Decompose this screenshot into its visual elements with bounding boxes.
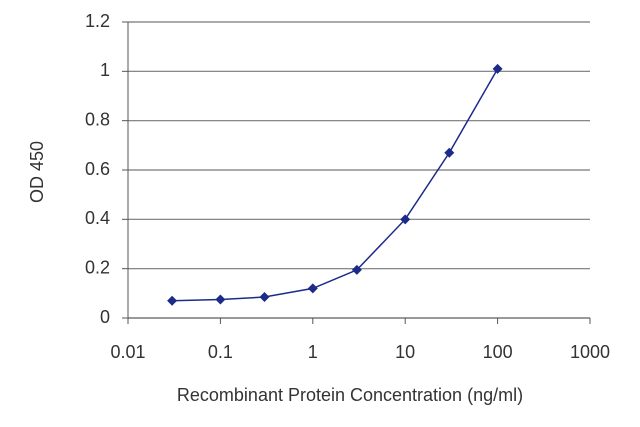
marker: [444, 147, 455, 158]
y-tick-label: 0.4: [85, 208, 110, 228]
y-tick-label: 1: [100, 60, 110, 80]
y-axis-label: OD 450: [27, 141, 47, 203]
marker: [351, 264, 362, 275]
marker: [400, 214, 411, 225]
x-tick-label: 0.1: [208, 342, 233, 362]
marker: [492, 63, 503, 74]
marker: [307, 283, 318, 294]
x-axis-label: Recombinant Protein Concentration (ng/ml…: [177, 385, 523, 405]
series-line: [172, 68, 499, 302]
marker: [215, 294, 226, 305]
y-tick-label: 0.2: [85, 257, 110, 277]
y-tick-label: 0.8: [85, 109, 110, 129]
x-tick-label: 100: [483, 342, 513, 362]
x-tick-label: 0.01: [110, 342, 145, 362]
y-tick-label: 1.2: [85, 11, 110, 31]
y-tick-label: 0: [100, 307, 110, 327]
marker: [259, 292, 270, 303]
x-tick-label: 1: [308, 342, 318, 362]
y-tick-label: 0.6: [85, 159, 110, 179]
x-tick-label: 1000: [570, 342, 610, 362]
marker: [167, 295, 178, 306]
x-tick-label: 10: [395, 342, 415, 362]
